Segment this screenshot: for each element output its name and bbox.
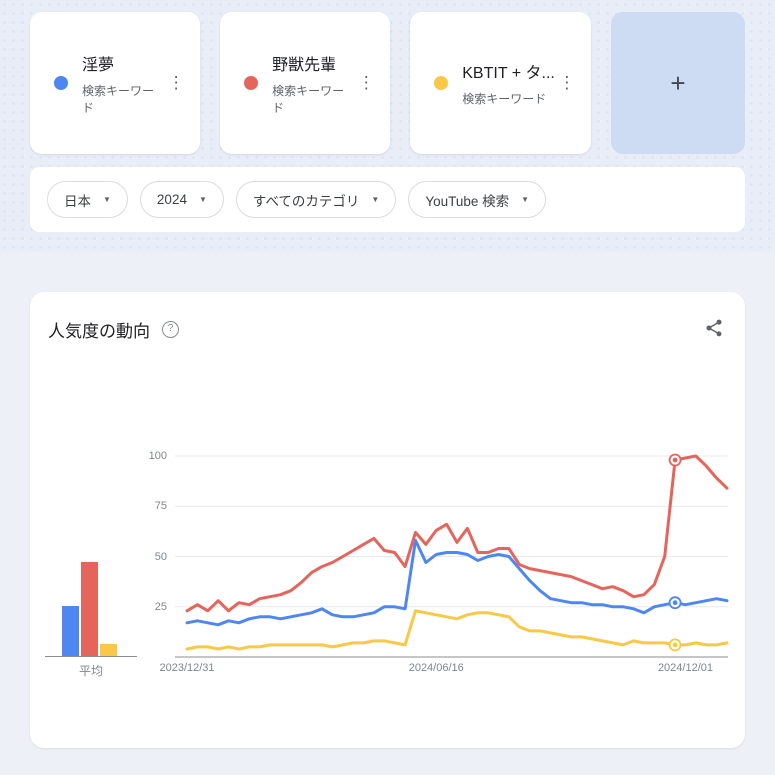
search-type-filter-label: YouTube 検索 — [425, 193, 510, 209]
keyword-subtitle: 検索キーワード — [82, 83, 155, 115]
region-filter-label: 日本 — [64, 193, 91, 209]
keyword-card-texts: 野獣先輩 検索キーワード — [272, 51, 354, 116]
chevron-down-icon: ▼ — [371, 195, 380, 204]
keyword-card-texts: 淫夢 検索キーワード — [82, 51, 164, 116]
average-bar — [81, 562, 98, 656]
chevron-down-icon: ▼ — [521, 195, 530, 204]
keyword-card-kbtit: KBTIT + タ... 検索キーワード ⋮ — [410, 12, 591, 154]
filter-bar: 日本 ▼ 2024 ▼ すべてのカテゴリ ▼ YouTube 検索 ▼ — [30, 167, 745, 232]
keyword-card-texts: KBTIT + タ... 検索キーワード — [462, 59, 555, 107]
average-bar-chart — [45, 450, 137, 657]
average-bar — [62, 606, 79, 656]
help-icon[interactable]: ? — [162, 320, 179, 338]
keyword-title: 野獣先輩 — [272, 56, 337, 74]
average-axis-label: 平均 — [78, 664, 103, 678]
x-tick-label: 2023/12/31 — [159, 662, 215, 674]
add-comparison-button[interactable]: + — [610, 12, 745, 154]
y-tick-label: 50 — [154, 550, 167, 563]
keyword-card-inmu: 淫夢 検索キーワード ⋮ — [30, 12, 201, 154]
y-tick-label: 25 — [154, 600, 167, 613]
keyword-subtitle: 検索キーワード — [272, 83, 345, 115]
keyword-title: KBTIT + タ... — [462, 65, 555, 82]
y-tick-label: 100 — [148, 450, 167, 462]
average-bar — [100, 644, 117, 656]
time-filter-dropdown[interactable]: 2024 ▼ — [139, 181, 224, 218]
x-tick-label: 2024/12/01 — [657, 662, 713, 674]
y-tick-label: 75 — [154, 500, 167, 513]
interest-over-time-card: 人気度の動向 ? 25 50 75 100 2023/12/31 2024/06/16 2… — [30, 292, 745, 748]
category-filter-dropdown[interactable]: すべてのカテゴリ ▼ — [235, 181, 397, 218]
region-filter-dropdown[interactable]: 日本 ▼ — [47, 181, 128, 218]
keyword-subtitle: 検索キーワード — [462, 92, 547, 106]
keyword-card-yajuu: 野獣先輩 検索キーワード ⋮ — [220, 12, 391, 154]
keyword-title: 淫夢 — [82, 56, 115, 74]
more-options-icon[interactable]: ⋮ — [164, 71, 188, 95]
series-color-dot-red — [244, 76, 259, 90]
chart-title: 人気度の動向 — [48, 321, 150, 341]
series-color-dot-yellow — [434, 76, 449, 90]
search-type-filter-dropdown[interactable]: YouTube 検索 ▼ — [408, 181, 547, 218]
x-tick-label: 2024/06/16 — [408, 662, 464, 674]
more-options-icon[interactable]: ⋮ — [354, 71, 378, 95]
category-filter-label: すべてのカテゴリ — [252, 193, 360, 209]
series-color-dot-blue — [54, 76, 68, 90]
chevron-down-icon: ▼ — [103, 195, 111, 204]
time-filter-label: 2024 — [156, 192, 187, 207]
chevron-down-icon: ▼ — [198, 195, 207, 204]
share-icon[interactable] — [703, 318, 725, 340]
trend-line-chart[interactable] — [175, 450, 735, 680]
more-options-icon[interactable]: ⋮ — [555, 71, 579, 95]
keyword-cards-row: 淫夢 検索キーワード ⋮ 野獣先輩 検索キーワード ⋮ KBTIT + タ...… — [30, 12, 745, 154]
plus-icon: + — [670, 67, 686, 98]
chart-header: 人気度の動向 ? — [48, 316, 725, 342]
